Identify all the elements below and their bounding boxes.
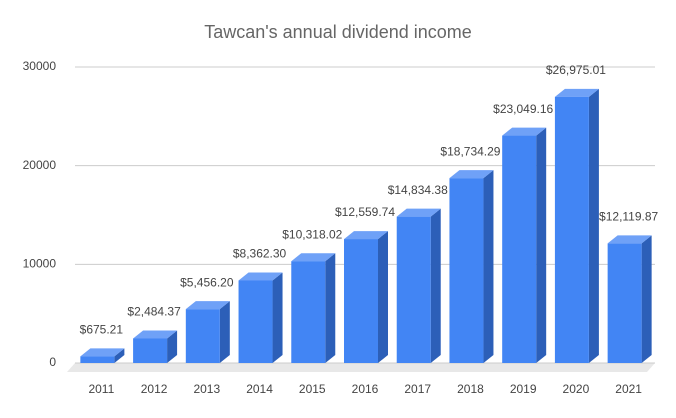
value-label: $23,049.16	[493, 102, 553, 116]
bar-top	[291, 253, 336, 262]
bar	[396, 216, 431, 363]
x-tick-label: 2016	[352, 382, 379, 396]
bar-top	[502, 127, 547, 136]
value-label: $5,456.20	[180, 275, 234, 289]
x-tick-label: 2020	[563, 382, 590, 396]
bar-top	[607, 235, 652, 244]
x-tick-label: 2015	[299, 382, 326, 396]
bar-side	[641, 235, 652, 363]
value-label: $26,975.01	[546, 63, 606, 77]
y-tick-label: 20000	[23, 158, 57, 172]
bar-side	[430, 208, 441, 363]
bar-top	[185, 301, 230, 310]
bar-side	[219, 301, 230, 363]
bar	[607, 243, 642, 363]
bar	[449, 178, 484, 363]
value-label: $18,734.29	[440, 144, 500, 158]
bar	[238, 280, 273, 363]
value-label: $2,484.37	[127, 305, 181, 319]
x-tick-label: 2017	[404, 382, 431, 396]
bar-side	[378, 231, 388, 363]
bar-side	[536, 127, 547, 363]
x-tick-label: 2011	[88, 382, 114, 396]
bar-top	[80, 348, 125, 357]
chart-title: Tawcan's annual dividend income	[204, 22, 472, 42]
bar-top	[344, 231, 388, 240]
bar	[344, 239, 378, 363]
value-label: $8,362.30	[233, 247, 287, 261]
bar-side	[167, 330, 178, 363]
bar-side	[483, 170, 494, 363]
bar	[185, 309, 220, 363]
bar	[133, 338, 168, 363]
bar	[80, 356, 115, 363]
bar-top	[133, 330, 178, 339]
bar	[291, 261, 326, 363]
x-tick-label: 2019	[510, 382, 537, 396]
y-tick-label: 10000	[23, 257, 57, 271]
value-label: $12,559.74	[335, 205, 395, 219]
y-tick-label: 0	[49, 355, 56, 369]
bar-side	[588, 88, 599, 364]
bar-side	[114, 348, 125, 363]
value-label: $675.21	[80, 323, 124, 337]
bar	[554, 96, 589, 364]
bar-top	[554, 88, 599, 97]
floor	[67, 363, 655, 372]
x-tick-label: 2014	[246, 382, 273, 396]
bar-top	[238, 272, 283, 281]
value-label: $12,119.87	[599, 210, 658, 224]
bar-top	[396, 208, 441, 217]
bar-side	[272, 272, 283, 363]
x-tick-label: 2013	[193, 382, 220, 396]
value-label: $14,834.38	[388, 183, 448, 197]
x-tick-label: 2021	[615, 382, 642, 396]
bar-top	[449, 170, 494, 179]
y-tick-label: 30000	[23, 59, 57, 73]
bar-side	[325, 253, 336, 363]
value-label: $10,318.02	[282, 227, 342, 241]
x-tick-label: 2018	[457, 382, 484, 396]
bar	[502, 135, 537, 363]
x-tick-label: 2012	[141, 382, 168, 396]
